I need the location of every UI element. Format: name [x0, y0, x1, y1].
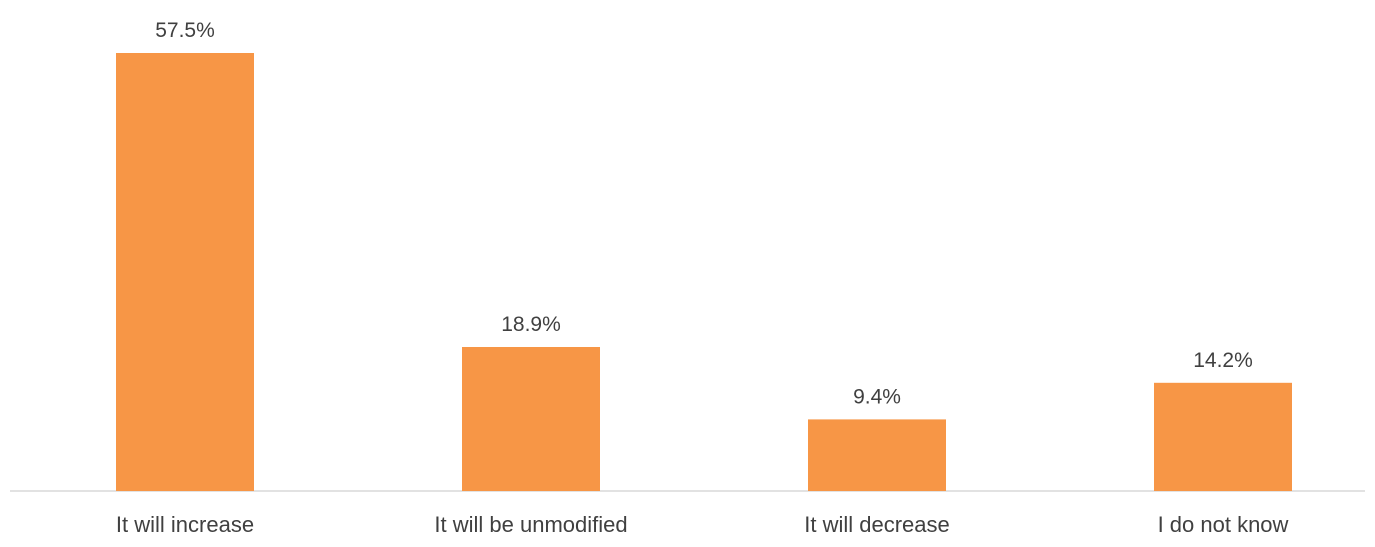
data-label: 9.4%	[853, 385, 901, 408]
data-labels-group: 57.5% 18.9% 9.4% 14.2%	[155, 19, 1253, 408]
category-labels-group: It will increase It will be unmodified It …	[116, 512, 1289, 537]
bar	[462, 347, 600, 491]
bar	[1154, 382, 1292, 491]
category-label: It will be unmodified	[434, 512, 627, 537]
bar	[808, 419, 946, 491]
data-label: 14.2%	[1193, 349, 1253, 372]
category-label: I do not know	[1158, 512, 1289, 537]
bars-group	[116, 53, 1292, 491]
bar	[116, 53, 254, 491]
data-label: 57.5%	[155, 19, 215, 42]
category-label: It will decrease	[804, 512, 950, 537]
category-label: It will increase	[116, 512, 254, 537]
data-label: 18.9%	[501, 313, 561, 336]
